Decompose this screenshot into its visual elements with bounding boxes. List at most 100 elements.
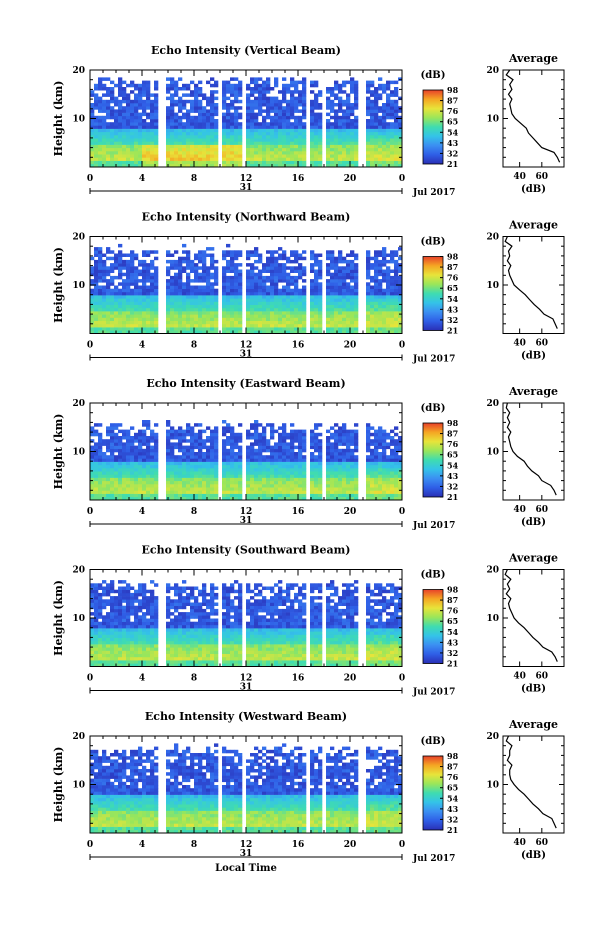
heat-cell <box>314 112 319 117</box>
heat-cell <box>150 131 155 136</box>
heat-cell <box>262 477 267 482</box>
heat-cell <box>94 138 99 142</box>
heat-cell <box>194 135 199 139</box>
heat-cell <box>290 109 295 113</box>
heat-cell <box>378 269 383 273</box>
heat-cell <box>238 423 243 427</box>
colorbar-tick-label: 65 <box>447 117 458 127</box>
heat-cell <box>234 301 239 305</box>
heat-cell <box>118 256 123 261</box>
heat-cell <box>154 138 159 142</box>
heat-cell <box>386 327 391 331</box>
heat-cell <box>238 154 243 158</box>
heat-cell <box>318 157 323 161</box>
heat-cell <box>130 461 135 466</box>
heat-cell <box>150 298 155 302</box>
heat-cell <box>394 87 399 91</box>
heat-cell <box>154 266 159 270</box>
heat-cell <box>118 90 123 94</box>
heat-cell <box>294 468 299 472</box>
heat-cell <box>386 138 391 142</box>
heat-cell <box>210 474 215 478</box>
heat-cell <box>238 484 243 488</box>
heat-cell <box>214 323 219 328</box>
heat-cell <box>310 439 315 443</box>
heat-cell <box>126 96 131 101</box>
heat-cell <box>270 135 275 139</box>
heat-cell <box>166 458 171 462</box>
heat-cell <box>318 439 323 443</box>
heat-cell <box>266 301 271 305</box>
heat-cell <box>286 490 291 494</box>
heat-cell <box>326 263 331 267</box>
heat-cell <box>154 83 159 88</box>
heat-cell <box>206 461 211 466</box>
heat-cell <box>170 109 175 113</box>
heat-cell <box>282 256 287 261</box>
heat-cell <box>110 314 115 318</box>
heat-cell <box>270 317 275 321</box>
heat-cell <box>106 99 111 104</box>
heat-cell <box>118 263 123 267</box>
heat-cell <box>98 119 103 123</box>
heat-cell <box>122 464 127 469</box>
heat-cell <box>246 138 251 142</box>
heat-cell <box>302 109 307 113</box>
heat-cell <box>214 317 219 321</box>
heat-cell <box>214 83 219 88</box>
heat-cell <box>146 468 151 472</box>
heat-cell <box>366 320 371 325</box>
heat-cell <box>206 496 211 501</box>
heat-cell <box>294 429 299 434</box>
heat-cell <box>210 493 215 498</box>
heat-cell <box>230 317 235 321</box>
heat-cell <box>182 269 187 273</box>
heat-cell <box>302 442 307 446</box>
heat-cell <box>134 314 139 318</box>
heat-cell <box>394 275 399 280</box>
heat-cell <box>198 301 203 305</box>
heat-cell <box>170 468 175 472</box>
heat-cell <box>234 138 239 142</box>
heat-cell <box>230 295 235 299</box>
heat-cell <box>394 301 399 305</box>
heat-cell <box>198 128 203 133</box>
heat-cell <box>206 439 211 443</box>
heat-cell <box>282 106 287 110</box>
heat-cell <box>186 474 191 478</box>
heat-cell <box>114 112 119 117</box>
heat-cell <box>234 151 239 155</box>
heat-cell <box>118 493 123 498</box>
heat-cell <box>190 314 195 318</box>
heat-cell <box>378 163 383 168</box>
heat-cell <box>118 458 123 462</box>
heat-cell <box>278 295 283 299</box>
heat-cell <box>270 138 275 142</box>
heat-cell <box>314 493 319 498</box>
heat-cell <box>294 455 299 459</box>
heat-cell <box>138 311 143 315</box>
heat-cell <box>194 99 199 104</box>
heat-cell <box>106 448 111 453</box>
heat-cell <box>330 259 335 264</box>
heat-cell <box>274 160 279 165</box>
heat-cell <box>390 112 395 117</box>
heat-cell <box>294 119 299 123</box>
heat-cell <box>310 163 315 168</box>
heat-cell <box>318 458 323 462</box>
heat-cell <box>110 151 115 155</box>
heat-cell <box>186 317 191 321</box>
heat-cell <box>290 99 295 104</box>
heat-cell <box>166 314 171 318</box>
heat-cell <box>146 304 151 309</box>
heat-cell <box>342 282 347 286</box>
heat-cell <box>226 455 231 459</box>
profile-xtick-label: 40 <box>513 339 526 349</box>
heat-cell <box>206 122 211 126</box>
heat-cell <box>206 493 211 498</box>
heat-cell <box>346 490 351 494</box>
heat-cell <box>250 147 255 152</box>
heat-cell <box>182 291 187 296</box>
heat-cell <box>394 99 399 104</box>
heat-cell <box>138 496 143 501</box>
